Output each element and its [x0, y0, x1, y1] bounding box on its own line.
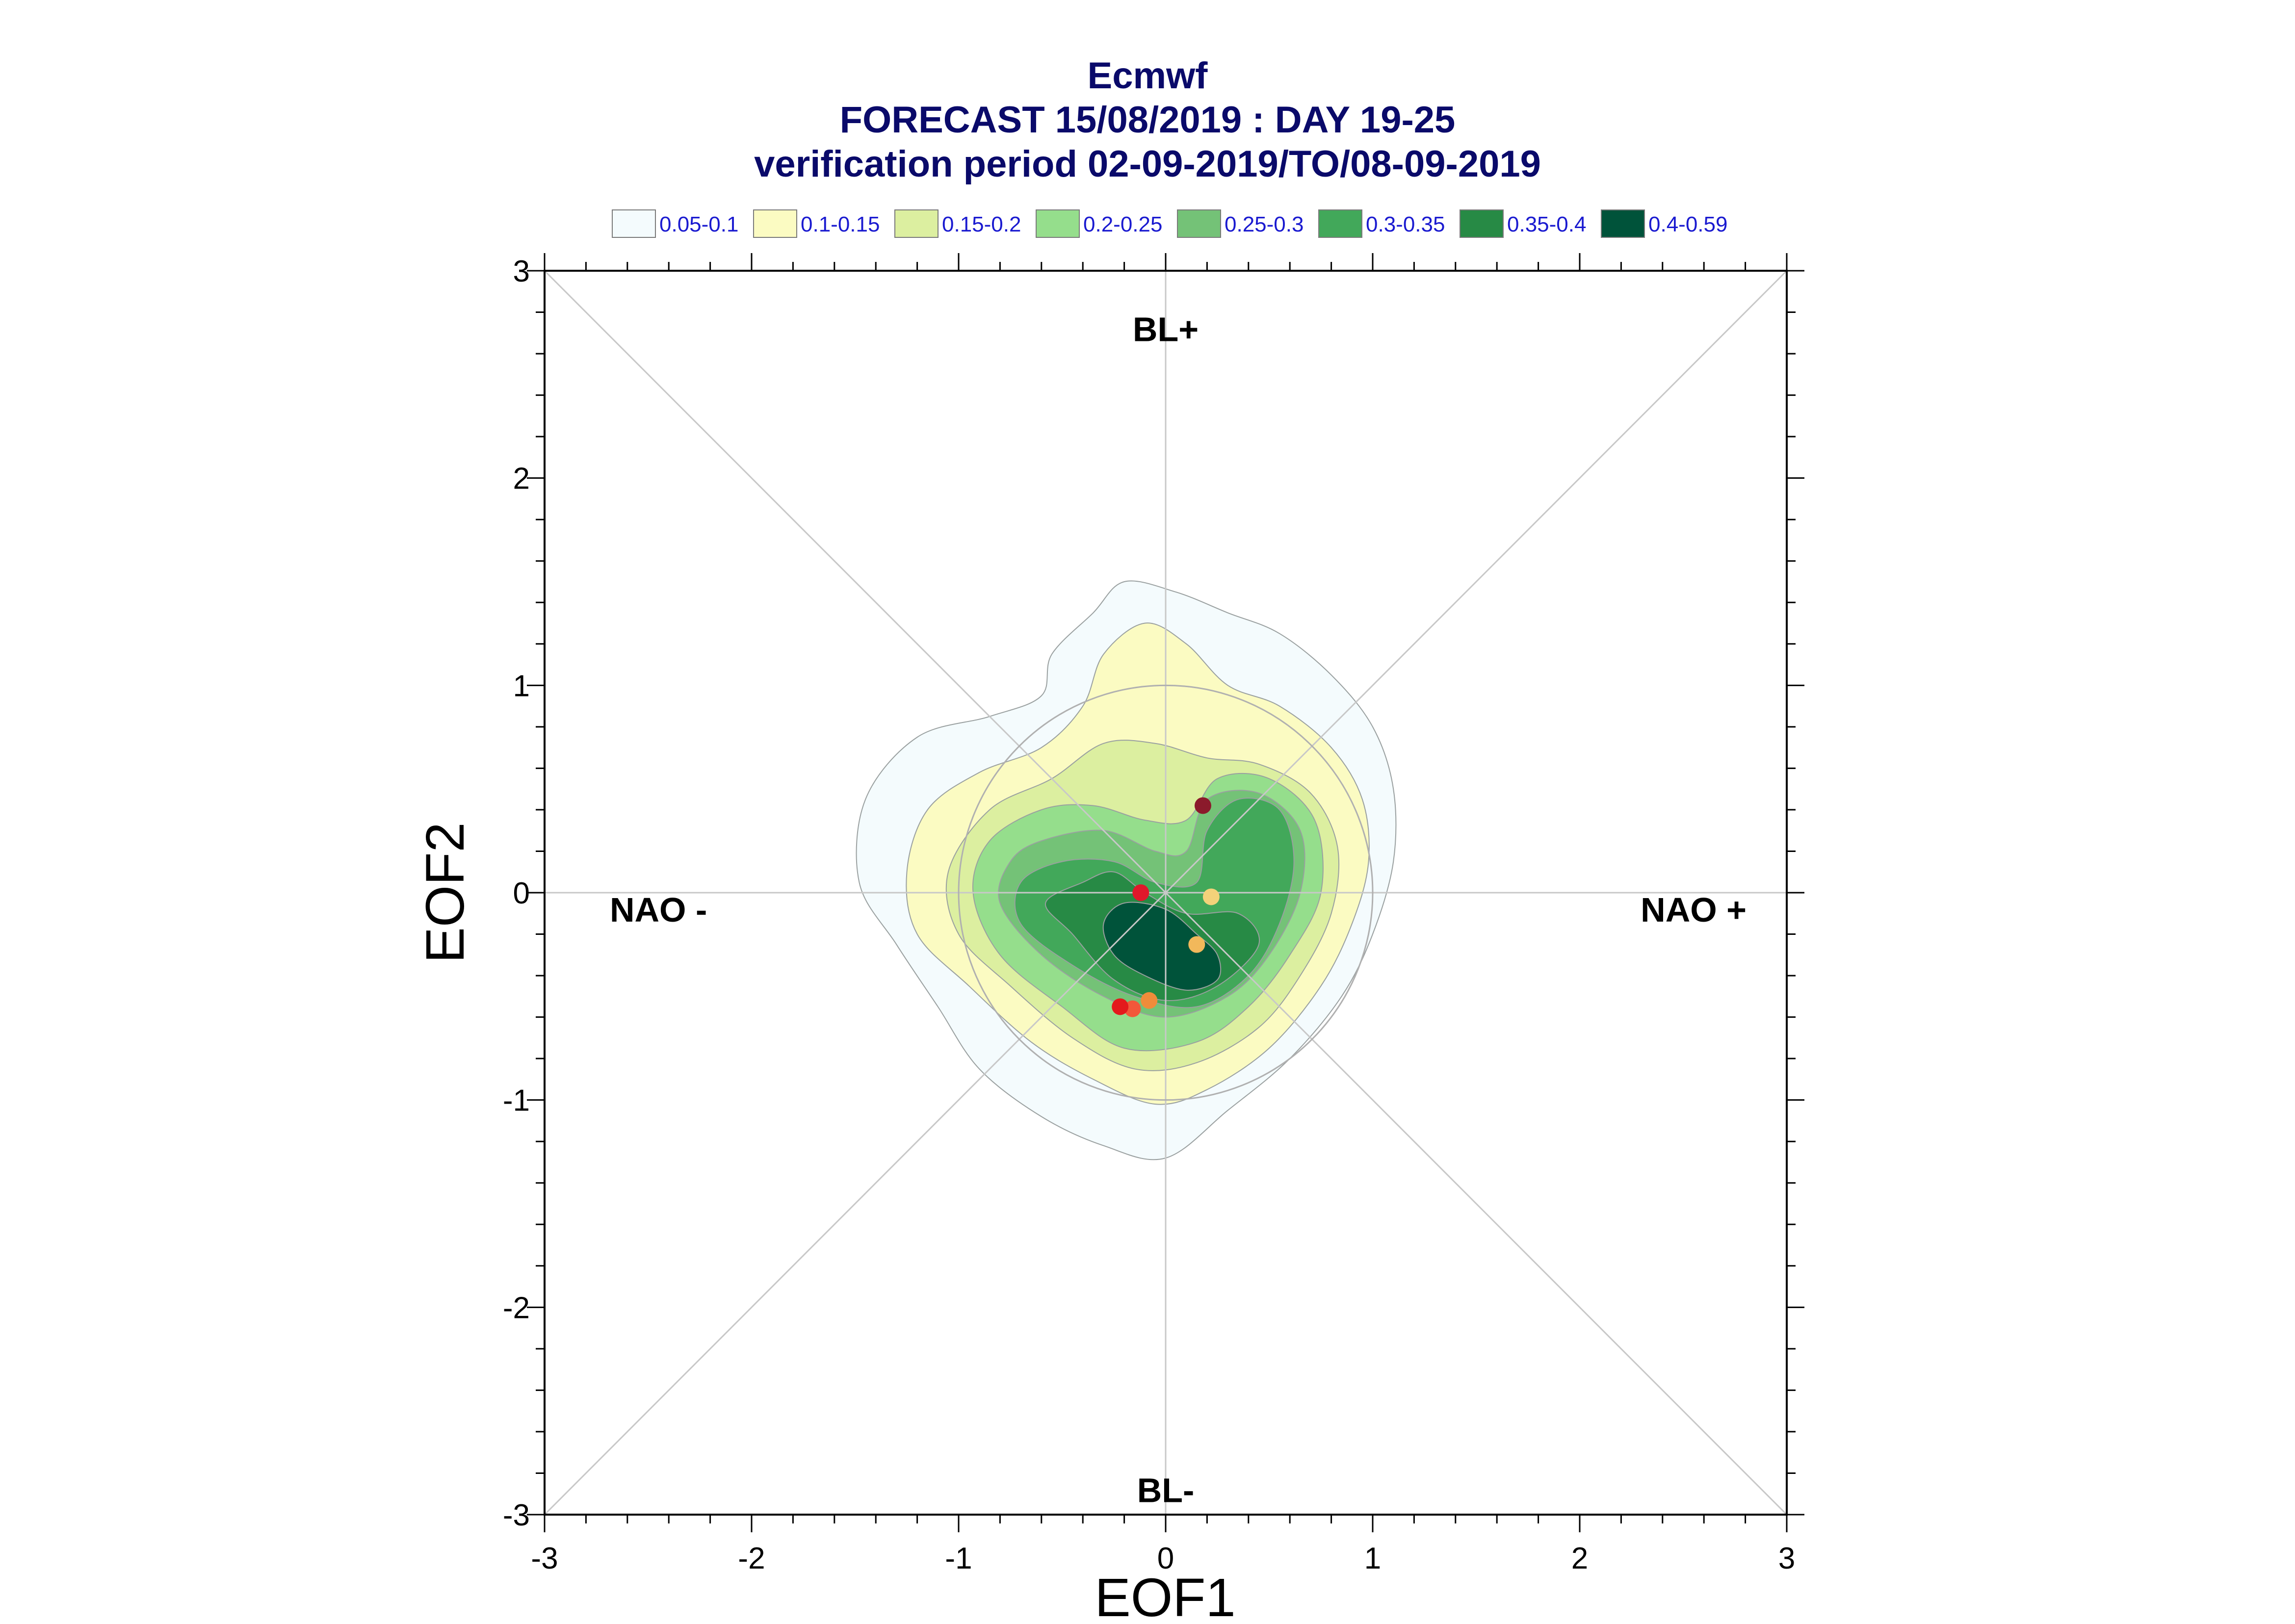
legend-swatch: [1601, 209, 1645, 238]
data-point: [1194, 797, 1211, 814]
chart-subtitle-2: verification period 02-09-2019/TO/08-09-…: [754, 143, 1541, 185]
y-tick-label: 1: [513, 669, 530, 703]
data-point: [1112, 998, 1129, 1015]
y-tick-label: -1: [503, 1084, 530, 1118]
legend-swatch: [753, 209, 797, 238]
legend-label: 0.3-0.35: [1366, 212, 1445, 236]
legend-swatch: [1177, 209, 1221, 238]
y-tick-label: 3: [513, 255, 530, 288]
chart-title: Ecmwf: [1088, 55, 1208, 97]
x-axis-label: EOF1: [1095, 1568, 1235, 1624]
reference-circle: [958, 684, 1374, 1101]
legend-label: 0.1-0.15: [801, 212, 880, 236]
x-tick-label: 1: [1364, 1542, 1381, 1575]
data-point: [1141, 992, 1158, 1009]
plot-area: BL+ BL- NAO - NAO + -3 -2 -1 0 1 2 3 -3 -2 -1 0 1 2 3: [503, 253, 1804, 1575]
legend: 0.05-0.1 0.1-0.15 0.15-0.2 0.2-0.25 0.25-0.3…: [612, 209, 1727, 238]
region-label: NAO +: [1641, 891, 1747, 929]
x-tick-label: -3: [531, 1542, 558, 1575]
legend-label: 0.25-0.3: [1225, 212, 1304, 236]
x-tick-label: -1: [945, 1542, 972, 1575]
legend-swatch: [894, 209, 939, 238]
legend-label: 0.2-0.25: [1083, 212, 1162, 236]
legend-label: 0.35-0.4: [1507, 212, 1586, 236]
data-point: [1202, 888, 1220, 905]
y-tick-label: -2: [503, 1291, 530, 1325]
data-point: [1188, 936, 1205, 953]
chart-subtitle: FORECAST 15/08/2019 : DAY 19-25: [840, 99, 1456, 141]
y-tick-label: -3: [503, 1498, 530, 1532]
region-label: BL+: [1133, 310, 1199, 348]
y-axis-label: EOF2: [415, 822, 475, 963]
region-label: NAO -: [610, 891, 707, 929]
legend-label: 0.05-0.1: [659, 212, 738, 236]
x-tick-label: -2: [738, 1542, 765, 1575]
legend-swatch: [1318, 209, 1362, 238]
region-label: BL-: [1137, 1471, 1195, 1509]
x-tick-label: 0: [1157, 1542, 1174, 1575]
legend-label: 0.4-0.59: [1648, 212, 1727, 236]
data-point: [1124, 1000, 1141, 1017]
data-point: [1132, 884, 1149, 901]
legend-swatch: [1036, 209, 1080, 238]
contour-region: [1102, 902, 1222, 991]
x-tick-label: 3: [1778, 1542, 1795, 1575]
legend-label: 0.15-0.2: [942, 212, 1021, 236]
y-tick-label: 0: [513, 876, 530, 910]
x-tick-label: 2: [1571, 1542, 1588, 1575]
legend-swatch: [612, 209, 656, 238]
y-tick-label: 2: [513, 462, 530, 496]
legend-swatch: [1460, 209, 1504, 238]
